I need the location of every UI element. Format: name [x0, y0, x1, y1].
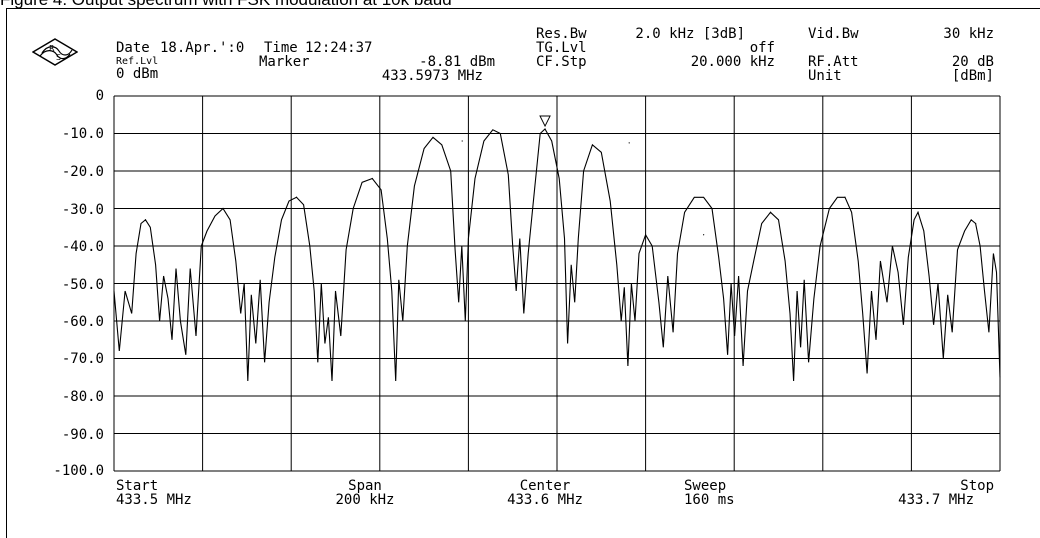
ref-lvl-value: 0 dBm	[116, 66, 159, 82]
center-label: Center	[519, 478, 571, 494]
time-value: 12:24:37	[305, 40, 373, 56]
marker-triangle	[539, 115, 551, 128]
date-value: 18.Apr.':0	[160, 40, 245, 56]
center-value: 433.6 MHz	[507, 492, 583, 508]
tg-lvl-value: off	[749, 40, 775, 56]
spectrum-peak-point	[461, 140, 463, 142]
y-tick-label: -80.0	[61, 389, 104, 405]
time-label: Time	[264, 40, 298, 56]
y-tick-label: -60.0	[61, 314, 104, 330]
start-value: 433.5 MHz	[116, 492, 192, 508]
y-tick-label: -10.0	[61, 126, 104, 142]
unit-value: [dBm]	[951, 68, 994, 84]
y-tick-label: -100.0	[53, 463, 104, 479]
stop-value: 433.7 MHz	[898, 492, 974, 508]
span-value: 200 kHz	[335, 492, 395, 508]
spectrum-peak-point	[703, 234, 705, 236]
y-tick-label: -40.0	[61, 239, 104, 255]
marker-label: Marker	[259, 54, 310, 70]
spectrum-peak-point	[544, 128, 546, 130]
svg-text:S: S	[56, 53, 61, 62]
rf-att-value: 20 dB	[951, 54, 994, 70]
vid-bw-label: Vid.Bw	[808, 26, 859, 42]
tg-lvl-label: TG.Lvl	[536, 40, 587, 56]
unit-label: Unit	[808, 68, 842, 84]
date-label: Date	[116, 40, 150, 56]
sweep-label: Sweep	[684, 478, 727, 494]
marker-frequency: 433.5973 MHz	[381, 68, 483, 84]
stop-label: Stop	[960, 478, 994, 494]
svg-text:R: R	[49, 44, 55, 53]
figure-frame	[6, 8, 1040, 538]
cf-stp-label: CF.Stp	[536, 54, 587, 70]
start-label: Start	[116, 478, 159, 494]
res-bw-label: Res.Bw	[536, 26, 587, 42]
marker-level: -8.81 dBm	[419, 54, 495, 70]
span-label: Span	[348, 478, 382, 494]
figure-caption: Figure 4. Output spectrum with FSK modul…	[0, 0, 452, 10]
rohde-schwarz-logo-icon: R S	[32, 38, 78, 66]
cf-stp-value: 20.000 kHz	[690, 54, 775, 70]
spectrum-peak-point	[371, 177, 373, 180]
sweep-value: 160 ms	[684, 492, 735, 508]
y-tick-label: -20.0	[61, 164, 104, 180]
spectrum-peak-point	[222, 207, 224, 210]
y-tick-label: 0	[95, 88, 104, 104]
spectrum-peak-point	[295, 196, 298, 198]
spectrum-peak-point	[917, 211, 919, 213]
spectrum-peak-point	[844, 196, 846, 198]
y-tick-label: -30.0	[61, 202, 104, 218]
ref-lvl-label: Ref.Lvl	[116, 56, 159, 67]
spectrum-trace-line	[113, 128, 1001, 382]
y-tick-label: -70.0	[61, 351, 104, 367]
y-tick-label: -50.0	[61, 277, 104, 293]
spectrum-peak-point	[144, 219, 147, 221]
spectrum-peak-point	[628, 142, 630, 144]
spectrum-peak-point	[975, 222, 977, 225]
y-tick-label: -90.0	[61, 427, 104, 443]
vid-bw-value: 30 kHz	[943, 26, 994, 42]
rf-att-label: RF.Att	[808, 54, 859, 70]
spectrum-peak-point	[769, 211, 772, 213]
res-bw-value: 2.0 kHz [3dB]	[635, 26, 745, 42]
